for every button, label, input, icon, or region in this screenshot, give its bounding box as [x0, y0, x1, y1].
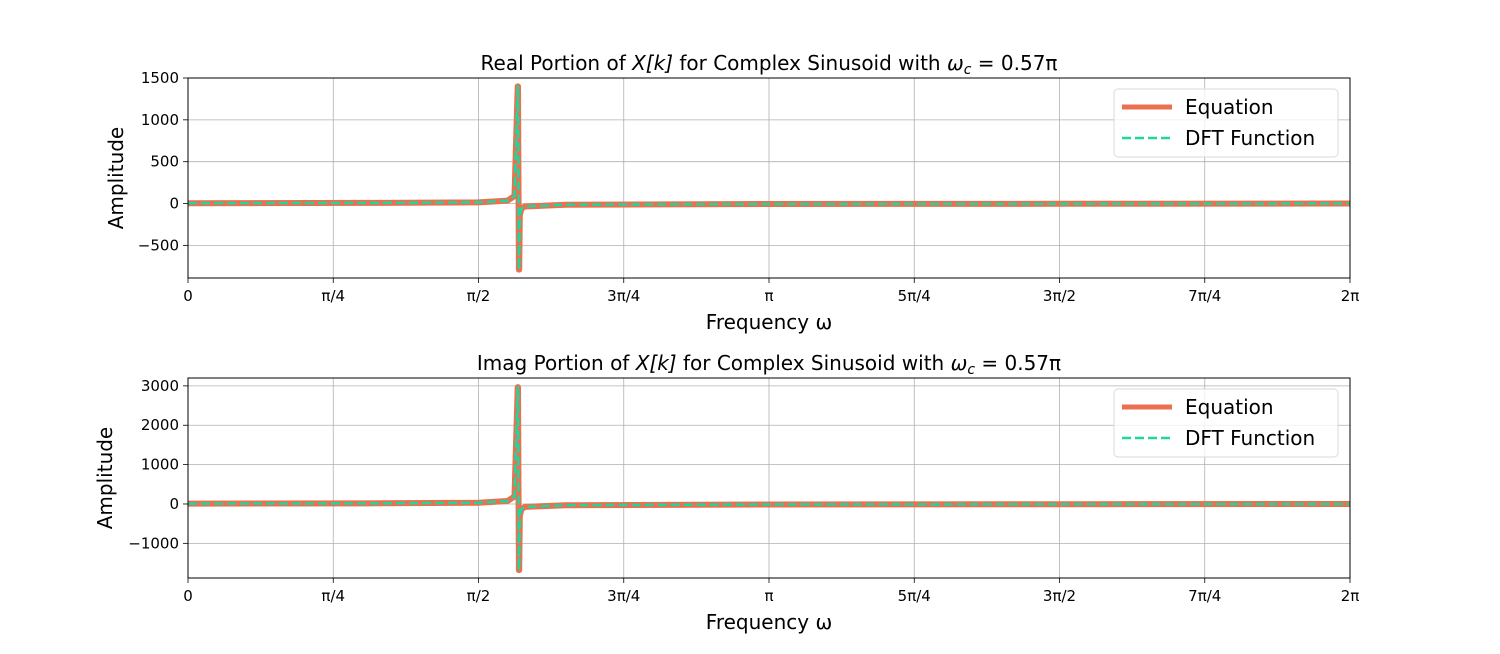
x-tick-label: π/4: [321, 287, 345, 305]
x-axis-label: Frequency ω: [706, 610, 832, 634]
legend-label: DFT Function: [1185, 426, 1315, 450]
axes-frame: [187, 77, 1351, 279]
legend-label: Equation: [1185, 95, 1274, 119]
x-tick-label: 5π/4: [898, 587, 931, 605]
x-tick-label: 3π/4: [607, 287, 640, 305]
x-tick-label: 2π: [1341, 587, 1360, 605]
x-tick-label: π: [764, 287, 773, 305]
x-tick-label: 7π/4: [1188, 587, 1221, 605]
y-tick-label: 500: [150, 153, 179, 171]
subplot-1: 0 π/4 π/2 3π/4 π 5π/4 3π/2 7π/4 2π −500 0 500 1000 15…: [104, 51, 1359, 334]
legend: Equation DFT Function: [1113, 88, 1339, 158]
y-tick-label: 1000: [141, 111, 179, 129]
chart-title: Imag Portion of X[k] for Complex Sinusoi…: [477, 351, 1061, 378]
x-tick-label: 3π/4: [607, 587, 640, 605]
subplot-2: 0 π/4 π/2 3π/4 π 5π/4 3π/2 7π/4 2π −1000 0 1000 2000…: [93, 351, 1359, 634]
legend-label: DFT Function: [1185, 126, 1315, 150]
axes-frame: [187, 377, 1351, 579]
y-tick-label: 2000: [141, 416, 179, 434]
y-tick-label: 1500: [141, 69, 179, 87]
y-tick-label: 0: [169, 195, 179, 213]
x-tick-label: 0: [183, 587, 193, 605]
chart-title: Real Portion of X[k] for Complex Sinusoi…: [481, 51, 1058, 78]
x-tick-label: π/2: [467, 287, 491, 305]
legend: Equation DFT Function: [1113, 388, 1339, 458]
y-tick-label: 3000: [141, 377, 179, 395]
x-tick-label: π/2: [467, 587, 491, 605]
x-tick-label: 3π/2: [1043, 587, 1076, 605]
x-tick-label: 7π/4: [1188, 287, 1221, 305]
y-axis-label: Amplitude: [93, 427, 117, 530]
x-tick-label: 2π: [1341, 287, 1360, 305]
series-line-dft-function: [188, 385, 1350, 572]
x-axis-label: Frequency ω: [706, 310, 832, 334]
y-tick-label: −500: [138, 236, 179, 254]
x-tick-label: 3π/2: [1043, 287, 1076, 305]
y-axis-label: Amplitude: [104, 127, 128, 230]
x-tick-label: π: [764, 587, 773, 605]
y-tick-label: 1000: [141, 456, 179, 474]
x-tick-label: 5π/4: [898, 287, 931, 305]
series-line-dft-function: [188, 85, 1350, 271]
x-tick-label: π/4: [321, 587, 345, 605]
legend-label: Equation: [1185, 395, 1274, 419]
y-tick-label: 0: [169, 495, 179, 513]
y-tick-label: −1000: [128, 534, 179, 552]
x-tick-label: 0: [183, 287, 193, 305]
